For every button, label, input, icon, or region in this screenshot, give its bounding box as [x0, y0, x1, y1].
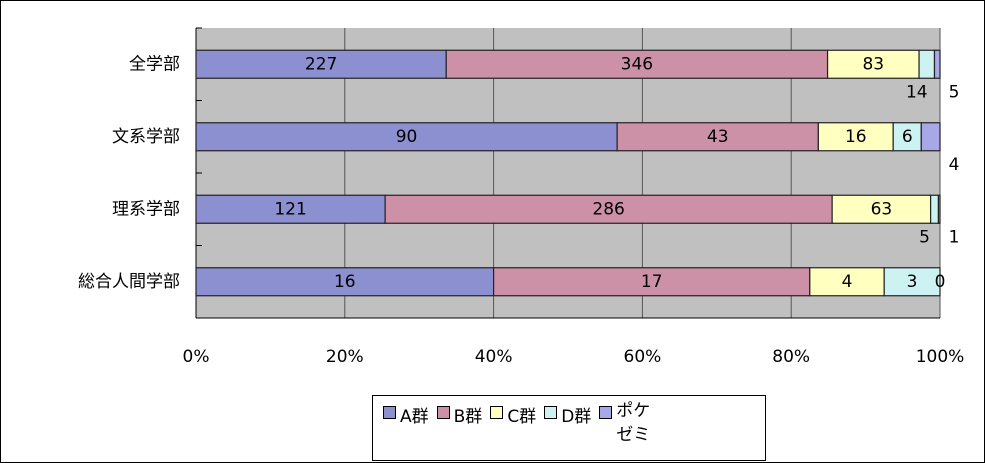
- y-tick-label: 全学部: [129, 54, 180, 74]
- legend-item: ポケゼミ: [599, 401, 656, 447]
- legend: A群 B群 C群 D群 ポケゼミ: [372, 395, 766, 461]
- data-label: 121: [274, 199, 306, 219]
- data-label: 43: [707, 127, 729, 147]
- legend-swatch: [436, 406, 450, 419]
- legend-item: B群: [436, 402, 483, 427]
- x-tick-label: 80%: [772, 347, 810, 367]
- y-tick-label: 理系学部: [112, 199, 180, 219]
- data-label: 0: [935, 272, 946, 292]
- bar-segment: [445, 49, 829, 79]
- data-label: 286: [592, 199, 624, 219]
- bar-segment: [918, 49, 936, 79]
- legend-label: A群: [400, 407, 429, 427]
- data-label: 4: [842, 272, 853, 292]
- data-label: 63: [871, 199, 893, 219]
- bar-segment: [920, 122, 941, 152]
- data-label: 5: [949, 82, 960, 102]
- bar-segment: [831, 194, 932, 224]
- legend-item: D群: [544, 402, 591, 427]
- bar-segment: [195, 49, 447, 79]
- bar-segment: [930, 194, 940, 224]
- data-label: 227: [305, 54, 337, 74]
- legend-swatch: [383, 406, 396, 419]
- x-tick-label: 40%: [475, 347, 513, 367]
- bar-segment: [892, 122, 922, 152]
- x-tick-label: 20%: [326, 347, 364, 367]
- legend-label: C群: [507, 407, 537, 427]
- x-tick-label: 0%: [183, 347, 210, 367]
- data-label: 4: [949, 155, 960, 175]
- data-label: 6: [902, 127, 913, 147]
- bar-segment: [809, 267, 885, 297]
- data-label: 16: [334, 272, 356, 292]
- bar-segment: [937, 194, 941, 224]
- bar-segment: [616, 122, 819, 152]
- legend-swatch: [490, 406, 504, 419]
- y-tick-label: 文系学部: [112, 127, 180, 147]
- bar-segment: [493, 267, 811, 297]
- data-label: 346: [621, 54, 653, 74]
- bar-segment: [384, 194, 833, 224]
- data-label: 5: [919, 227, 930, 247]
- bar-segment: [883, 267, 941, 297]
- data-label: 83: [862, 54, 884, 74]
- bar-segment: [933, 49, 941, 79]
- x-tick-label: 60%: [624, 347, 662, 367]
- legend-swatch: [599, 406, 613, 419]
- legend-item: C群: [490, 402, 536, 427]
- legend-item: A群: [383, 402, 429, 427]
- data-label: 3: [907, 272, 918, 292]
- data-label: 90: [396, 127, 418, 147]
- data-label: 16: [845, 127, 867, 147]
- legend-label: D群: [561, 407, 592, 427]
- legend-label: ポケゼミ: [616, 401, 651, 445]
- data-label: 14: [906, 82, 928, 102]
- data-label: 17: [641, 272, 663, 292]
- x-tick-label: 100%: [916, 347, 965, 367]
- legend-label: B群: [453, 407, 483, 427]
- y-tick-label: 総合人間学部: [78, 272, 180, 292]
- data-label: 1: [949, 227, 960, 247]
- legend-swatch: [544, 406, 558, 419]
